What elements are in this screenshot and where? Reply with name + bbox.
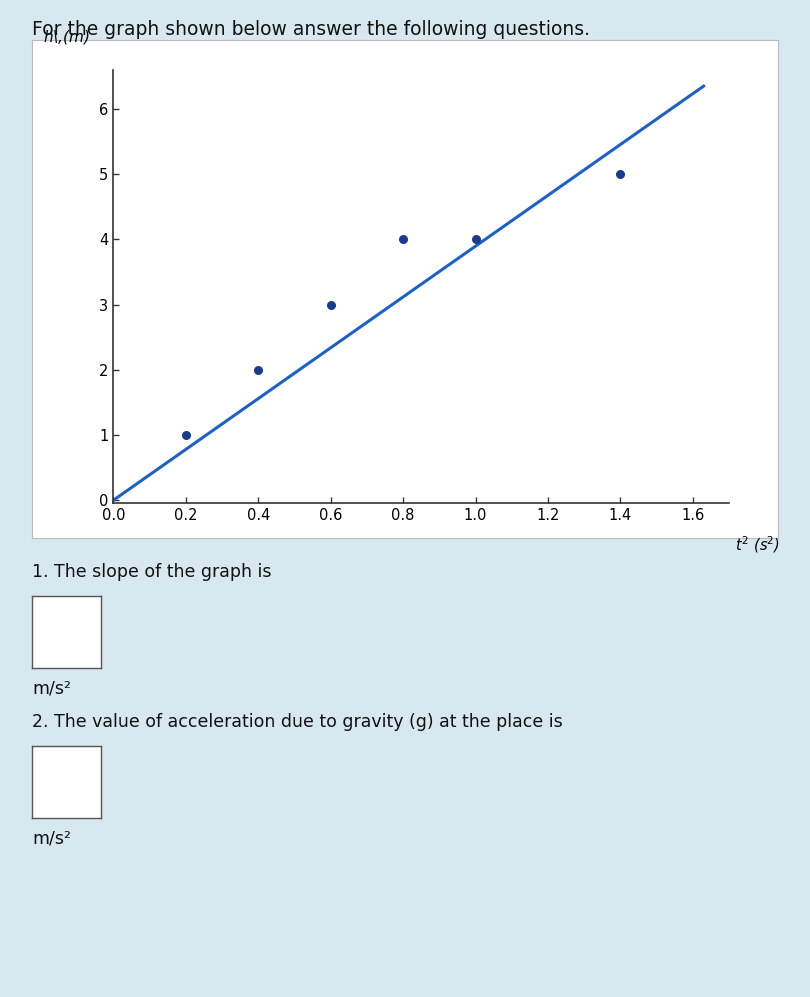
Point <box>614 166 627 182</box>
Point <box>252 362 265 378</box>
Point <box>469 231 482 247</box>
Point <box>179 427 192 443</box>
Point <box>397 231 410 247</box>
Text: 2. The value of acceleration due to gravity (g) at the place is: 2. The value of acceleration due to grav… <box>32 713 563 731</box>
Text: For the graph shown below answer the following questions.: For the graph shown below answer the fol… <box>32 20 590 39</box>
Text: $h$\,(m): $h$\,(m) <box>43 28 89 46</box>
Text: $t^2$ (s$^2$): $t^2$ (s$^2$) <box>735 533 780 554</box>
Point <box>324 296 337 312</box>
Text: m/s²: m/s² <box>32 680 71 698</box>
Text: 1. The slope of the graph is: 1. The slope of the graph is <box>32 563 272 581</box>
Text: m/s²: m/s² <box>32 830 71 847</box>
